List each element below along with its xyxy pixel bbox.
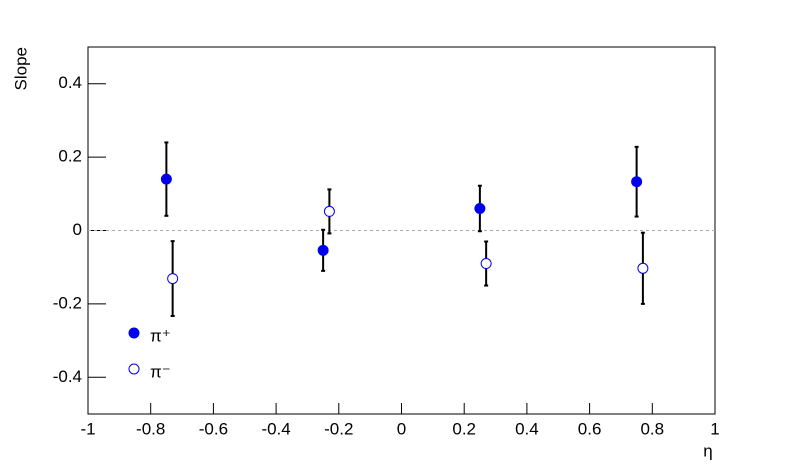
x-tick-label: -0.8 bbox=[136, 419, 165, 438]
x-tick-label: -0.6 bbox=[199, 419, 228, 438]
legend-marker bbox=[128, 363, 140, 375]
data-point bbox=[167, 273, 179, 285]
y-tick-label: 0 bbox=[73, 220, 82, 239]
data-point bbox=[474, 202, 486, 214]
x-tick-label: -0.4 bbox=[261, 419, 290, 438]
y-tick-label: -0.2 bbox=[53, 293, 82, 312]
data-point bbox=[160, 173, 172, 185]
x-tick-label: -1 bbox=[80, 419, 95, 438]
data-point bbox=[637, 262, 649, 274]
y-tick-label: 0.4 bbox=[58, 73, 82, 92]
x-axis-label: η bbox=[703, 441, 712, 460]
y-tick-label: -0.4 bbox=[53, 367, 82, 386]
x-tick-label: 0.6 bbox=[578, 419, 602, 438]
x-tick-label: 0.8 bbox=[640, 419, 664, 438]
x-tick-label: 0.4 bbox=[515, 419, 539, 438]
x-tick-label: -0.2 bbox=[324, 419, 353, 438]
x-tick-label: 0.2 bbox=[452, 419, 476, 438]
legend-marker bbox=[128, 327, 140, 339]
data-point bbox=[317, 244, 329, 256]
data-point bbox=[480, 258, 492, 270]
legend-label: π⁻ bbox=[150, 362, 171, 381]
data-point bbox=[631, 176, 643, 188]
y-axis-label: Slope bbox=[11, 47, 30, 90]
x-tick-label: 0 bbox=[397, 419, 406, 438]
legend-label: π⁺ bbox=[150, 326, 171, 345]
y-tick-label: 0.2 bbox=[58, 147, 82, 166]
x-tick-label: 1 bbox=[710, 419, 719, 438]
data-point bbox=[323, 205, 335, 217]
